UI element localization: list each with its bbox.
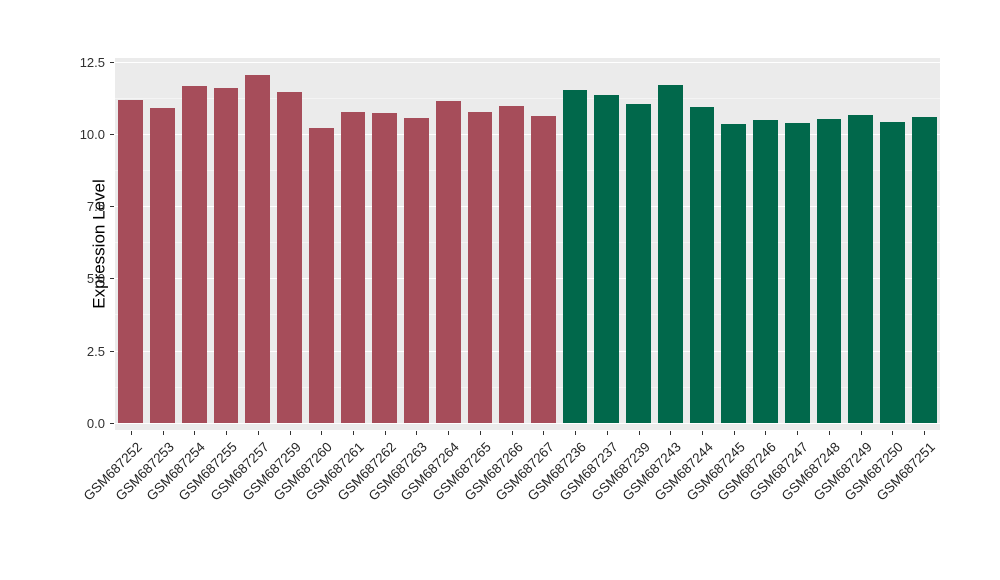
bar-GSM687245 <box>721 123 747 423</box>
bar-GSM687254 <box>181 86 207 423</box>
gridline-major <box>115 206 940 208</box>
bar-GSM687249 <box>848 115 874 423</box>
x-tick-mark <box>765 431 767 435</box>
y-tick-label: 2.5 <box>86 343 105 359</box>
x-tick-mark <box>575 431 577 435</box>
bar-GSM687261 <box>340 112 366 423</box>
y-tick-label: 10.0 <box>79 126 105 142</box>
gridline-minor <box>115 386 940 388</box>
bar-GSM687248 <box>816 118 842 423</box>
y-tick-mark <box>110 61 114 63</box>
x-tick-mark <box>416 431 418 435</box>
y-tick-mark <box>110 350 114 352</box>
bar-GSM687266 <box>499 105 524 423</box>
gridline-minor <box>115 314 940 316</box>
bar-GSM687236 <box>562 90 588 423</box>
x-tick-mark <box>448 431 450 435</box>
gridline-major <box>115 61 940 63</box>
x-tick-mark <box>352 431 354 435</box>
x-tick-mark <box>226 431 228 435</box>
bar-GSM687246 <box>753 120 778 423</box>
y-tick-label: 5.0 <box>86 271 105 287</box>
bar-GSM687255 <box>213 88 239 423</box>
x-tick-mark <box>733 431 735 435</box>
x-tick-mark <box>194 431 196 435</box>
bar-GSM687257 <box>245 74 271 423</box>
bar-GSM687253 <box>150 107 175 423</box>
gridline-minor <box>115 170 940 172</box>
gridline-major <box>115 278 940 280</box>
gridline-major <box>115 133 940 135</box>
x-tick-mark <box>257 431 259 435</box>
x-tick-mark <box>670 431 672 435</box>
x-tick-mark <box>321 431 323 435</box>
bar-GSM687264 <box>435 101 461 423</box>
x-tick-mark <box>162 431 164 435</box>
y-tick-label: 12.5 <box>79 54 105 70</box>
bar-GSM687239 <box>626 103 651 423</box>
x-tick-mark <box>289 431 291 435</box>
x-tick-mark <box>797 431 799 435</box>
gridline-minor <box>115 97 940 99</box>
bar-GSM687251 <box>911 116 937 423</box>
y-tick-mark <box>110 206 114 208</box>
bar-GSM687267 <box>530 116 556 423</box>
x-tick-mark <box>924 431 926 435</box>
x-tick-mark <box>511 431 513 435</box>
x-tick-mark <box>892 431 894 435</box>
bar-GSM687252 <box>118 99 144 423</box>
gridline-major <box>115 422 940 424</box>
x-tick-mark <box>479 431 481 435</box>
gridline-major <box>115 350 940 352</box>
y-tick-label: 7.5 <box>86 199 105 215</box>
y-tick-mark <box>110 422 114 424</box>
bar-GSM687250 <box>880 121 905 423</box>
x-tick-mark <box>860 431 862 435</box>
bar-GSM687244 <box>689 107 715 423</box>
y-tick-label: 0.0 <box>86 415 105 431</box>
bar-GSM687247 <box>784 122 810 423</box>
y-tick-mark <box>110 133 114 135</box>
bar-GSM687262 <box>372 112 398 423</box>
x-tick-mark <box>384 431 386 435</box>
x-tick-mark <box>638 431 640 435</box>
bar-GSM687263 <box>404 118 429 423</box>
x-tick-mark <box>828 431 830 435</box>
x-tick-mark <box>606 431 608 435</box>
y-tick-mark <box>110 278 114 280</box>
bar-GSM687243 <box>657 85 683 423</box>
x-tick-mark <box>702 431 704 435</box>
bar-GSM687259 <box>277 92 302 423</box>
x-tick-mark <box>543 431 545 435</box>
bar-GSM687260 <box>308 127 334 423</box>
bar-GSM687237 <box>594 94 620 423</box>
bar-GSM687265 <box>467 112 493 423</box>
gridline-minor <box>115 242 940 244</box>
x-tick-mark <box>130 431 132 435</box>
